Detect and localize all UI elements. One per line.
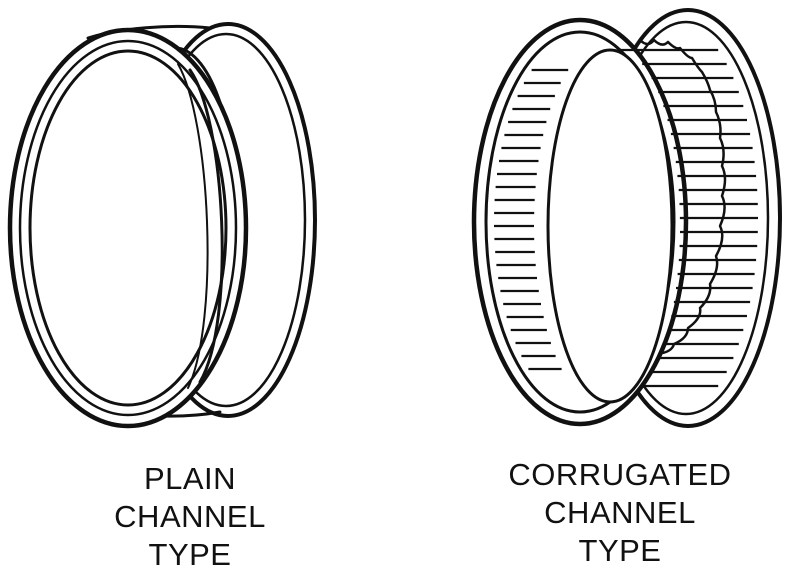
- corrugated-channel-caption: CORRUGATED CHANNEL TYPE: [470, 456, 770, 570]
- corrugated-back-wavy-edge: [638, 38, 727, 356]
- corrugated-caption-line-2: CHANNEL: [544, 495, 696, 530]
- plain-caption-line-2: CHANNEL: [114, 499, 266, 534]
- corrugated-caption-line-3: TYPE: [578, 533, 662, 568]
- plain-front-rim-outer: [7, 27, 249, 429]
- corrugation-right-hatching: [618, 48, 758, 388]
- corrugation-left-hatching: [494, 68, 569, 371]
- plain-caption-line-3: TYPE: [148, 537, 232, 572]
- plain-channel-caption: PLAIN CHANNEL TYPE: [60, 460, 320, 574]
- plain-front-rim-inner: [28, 49, 228, 407]
- plain-front-rim-middle: [18, 39, 238, 417]
- plain-channel-ring: [7, 22, 317, 429]
- plain-inner-band: [188, 68, 224, 384]
- corrugated-front-rim-inner: [484, 30, 676, 414]
- corrugated-caption-line-1: CORRUGATED: [508, 457, 732, 492]
- corrugated-inner-opening: [546, 48, 674, 404]
- plain-caption-line-1: PLAIN: [143, 461, 237, 496]
- plain-inner-band-2: [177, 63, 209, 389]
